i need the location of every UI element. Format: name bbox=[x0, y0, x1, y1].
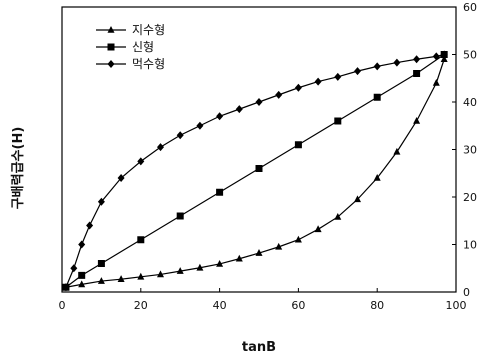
series-line bbox=[65, 59, 445, 288]
y-tick-label: 50 bbox=[463, 49, 477, 62]
data-point-diamond bbox=[176, 131, 184, 140]
data-point-triangle bbox=[373, 174, 381, 181]
x-tick-label: 0 bbox=[59, 299, 66, 312]
data-point-square bbox=[334, 117, 342, 125]
data-point-triangle bbox=[432, 79, 440, 86]
x-tick-label: 100 bbox=[446, 299, 467, 312]
data-point-diamond bbox=[440, 50, 448, 59]
y-axis-title: 구배력급수(H) bbox=[10, 127, 26, 210]
data-point-triangle bbox=[196, 263, 204, 271]
data-point-diamond bbox=[393, 58, 401, 67]
data-point-square bbox=[97, 260, 105, 267]
legend-marker-square bbox=[107, 43, 115, 51]
data-point-diamond bbox=[314, 77, 322, 86]
x-axis-ticks: 0 20 40 60 80 100 bbox=[59, 288, 467, 312]
data-point-diamond bbox=[255, 98, 263, 106]
data-point-diamond bbox=[432, 52, 440, 61]
legend-marker-triangle bbox=[107, 26, 115, 33]
x-tick-label: 40 bbox=[213, 299, 227, 312]
y-tick-label: 10 bbox=[463, 239, 477, 252]
y-axis-ticks: 0 10 20 30 40 50 60 bbox=[452, 1, 477, 299]
y-tick-label: 30 bbox=[463, 144, 477, 157]
data-point-diamond bbox=[373, 62, 381, 71]
data-point-diamond bbox=[70, 264, 78, 273]
data-point-triangle bbox=[354, 195, 361, 203]
data-point-triangle bbox=[235, 254, 243, 262]
series-diamond bbox=[62, 50, 448, 292]
x-tick-label: 80 bbox=[370, 299, 384, 312]
data-point-triangle bbox=[393, 147, 401, 155]
data-point-square bbox=[255, 165, 263, 172]
data-point-square bbox=[216, 188, 224, 196]
data-point-square bbox=[78, 271, 86, 279]
y-tick-label: 60 bbox=[463, 1, 477, 14]
data-point-triangle bbox=[176, 267, 184, 274]
data-point-triangle bbox=[334, 212, 342, 220]
legend-label: 먹수형 bbox=[132, 57, 165, 71]
data-point-square bbox=[373, 93, 381, 101]
data-point-diamond bbox=[97, 197, 105, 206]
legend-label: 신형 bbox=[132, 40, 154, 54]
series-square bbox=[62, 51, 448, 291]
y-tick-label: 20 bbox=[463, 191, 477, 204]
data-point-diamond bbox=[216, 112, 224, 121]
data-point-diamond bbox=[354, 67, 361, 76]
data-point-triangle bbox=[413, 117, 421, 124]
data-point-diamond bbox=[117, 174, 125, 182]
y-tick-label: 0 bbox=[463, 286, 470, 299]
data-point-diamond bbox=[294, 83, 302, 92]
data-point-square bbox=[176, 212, 184, 220]
data-point-square bbox=[137, 236, 145, 244]
data-point-triangle bbox=[117, 275, 125, 282]
data-point-diamond bbox=[78, 240, 86, 249]
data-point-diamond bbox=[413, 55, 421, 64]
series-line bbox=[65, 54, 445, 288]
x-tick-label: 20 bbox=[134, 299, 148, 312]
x-tick-label: 60 bbox=[291, 299, 305, 312]
data-point-square bbox=[294, 141, 302, 149]
data-point-diamond bbox=[137, 157, 145, 166]
data-point-diamond bbox=[196, 121, 204, 130]
series-layer bbox=[62, 50, 448, 292]
data-point-diamond bbox=[275, 90, 283, 99]
legend-label: 지수형 bbox=[132, 23, 165, 37]
data-point-triangle bbox=[97, 277, 105, 284]
data-point-triangle bbox=[275, 242, 283, 250]
y-tick-label: 40 bbox=[463, 96, 477, 109]
legend-marker-diamond bbox=[107, 60, 115, 68]
data-point-triangle bbox=[137, 272, 145, 280]
data-point-diamond bbox=[62, 283, 70, 292]
data-point-triangle bbox=[255, 249, 263, 256]
x-axis-title: tanB bbox=[242, 340, 276, 355]
data-point-triangle bbox=[440, 55, 448, 63]
data-point-diamond bbox=[157, 143, 164, 152]
data-point-triangle bbox=[157, 270, 164, 278]
data-point-diamond bbox=[334, 72, 342, 81]
data-point-triangle bbox=[314, 225, 322, 233]
data-point-triangle bbox=[294, 235, 302, 243]
series-triangle bbox=[62, 55, 448, 291]
data-point-diamond bbox=[86, 221, 94, 230]
data-point-triangle bbox=[216, 259, 224, 267]
data-point-diamond bbox=[235, 105, 243, 114]
data-point-triangle bbox=[78, 280, 86, 288]
data-point-square bbox=[413, 70, 421, 77]
